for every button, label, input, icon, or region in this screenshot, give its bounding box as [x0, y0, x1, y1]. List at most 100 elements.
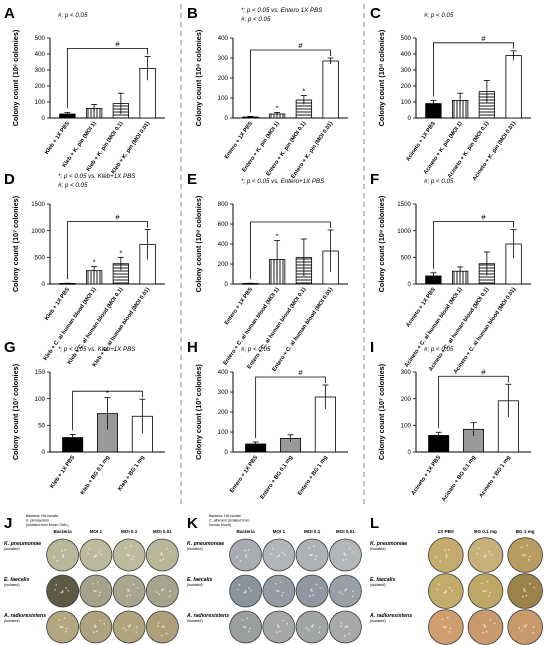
colony	[271, 547, 274, 550]
significance-mark: *	[276, 232, 279, 241]
colony	[308, 546, 310, 549]
plate-column-header: MOI 1	[90, 529, 103, 534]
plate-row-sublabel: (isolated)	[4, 619, 20, 623]
y-tick-label: 400	[218, 241, 229, 248]
colony	[483, 623, 486, 626]
colony	[308, 629, 310, 632]
colony	[486, 580, 489, 583]
colony	[91, 582, 94, 585]
colony	[441, 618, 444, 621]
category-label: Kleb + C. al human blood (MOI 0.01)	[92, 287, 152, 369]
y-tick-label: 200	[401, 396, 412, 403]
significance-mark: *	[106, 389, 109, 398]
y-tick-label: 500	[401, 35, 412, 42]
colony	[99, 619, 102, 622]
y-tick-label: 500	[35, 255, 46, 262]
colony	[523, 589, 525, 592]
y-tick-label: 200	[218, 261, 229, 268]
colony	[274, 582, 277, 585]
panel-letter: A	[4, 5, 15, 22]
plate-column-header: MOI 0.1	[304, 529, 321, 534]
significance-bracket	[249, 49, 332, 113]
plate-row-label: K. pneumoniae	[4, 541, 41, 547]
colony	[238, 583, 241, 586]
category-label: Entero + 1X PBS	[224, 286, 254, 326]
colony	[283, 553, 286, 556]
colony	[88, 547, 91, 550]
panel-letter: C	[370, 5, 381, 22]
annotation: *; p < 0.05 vs. Kleb+1X PBS	[58, 346, 136, 353]
colony	[312, 594, 315, 597]
colony	[132, 555, 135, 558]
annotation: *; p < 0.05 vs. Entero+1X PBS	[241, 178, 325, 185]
panel-letter: F	[370, 171, 379, 188]
colony	[482, 589, 484, 592]
colony	[54, 588, 56, 591]
colony	[489, 619, 492, 621]
colony	[67, 589, 70, 592]
colony	[130, 545, 132, 548]
y-tick-label: 300	[218, 55, 229, 62]
colony	[93, 625, 96, 628]
plate-column-header: BG 0.1 mg	[474, 529, 497, 534]
category-label: Entero + 1X PBS	[224, 120, 254, 160]
plate-row-label: E. faecalis	[370, 577, 395, 583]
plate-column-header: BG 1 mg	[516, 529, 535, 534]
chart-b: B *; p < 0.05 vs. Entero 1X PBS #; p < 0.0…	[187, 5, 348, 180]
colony	[135, 631, 138, 634]
plate-row-sublabel: (isolated)	[370, 583, 386, 587]
significance-mark: #	[115, 39, 120, 48]
y-tick-label: 100	[35, 99, 46, 106]
colony	[319, 626, 321, 629]
y-tick-label: 600	[218, 221, 229, 228]
colony	[60, 591, 63, 594]
colony	[244, 549, 247, 552]
colony	[169, 550, 172, 553]
panel-letter: D	[4, 171, 15, 188]
y-tick-label: 100	[401, 99, 412, 106]
chart-h: H #; p < 0.05 0 100 200 300 400 Colony count (1…	[187, 339, 348, 501]
colony	[309, 553, 311, 556]
colony	[319, 586, 322, 589]
colony	[493, 622, 496, 625]
colony	[343, 552, 346, 554]
category-label: Entero + C. al human blood (MOI 0.01)	[271, 287, 334, 373]
plate-column-header: Bacteria	[54, 529, 73, 534]
y-tick-label: 0	[408, 449, 412, 456]
category-label: Acineto + 1X PBS	[411, 454, 443, 496]
colony	[450, 589, 453, 592]
y-tick-label: 300	[35, 67, 46, 74]
colony	[282, 591, 285, 594]
significance-mark: *	[93, 257, 96, 266]
category-label: Kleb + 1X PBS	[44, 120, 71, 155]
y-axis-label: Colony count (10⁷ colonies)	[11, 363, 20, 460]
category-label: Acineto + 1X PBS	[405, 286, 437, 328]
colony	[528, 555, 531, 558]
colony	[483, 625, 486, 628]
colony	[482, 631, 485, 634]
y-tick-label: 200	[35, 83, 46, 90]
panel-letter: J	[4, 515, 12, 532]
significance-mark: #	[115, 213, 120, 222]
colony	[169, 590, 172, 593]
y-tick-label: 300	[401, 369, 412, 376]
colony	[528, 583, 531, 585]
colony	[248, 630, 250, 633]
colony	[305, 627, 308, 630]
y-tick-label: 0	[42, 115, 46, 122]
colony	[62, 556, 65, 559]
annotation: #; p < 0.05	[58, 12, 88, 19]
colony	[243, 591, 246, 594]
colony	[96, 630, 98, 633]
corner-note: human blood)	[209, 523, 231, 527]
bar	[505, 55, 522, 119]
y-tick-label: 1500	[397, 201, 411, 208]
y-axis-label: Colony count (10⁷ colonies)	[377, 363, 386, 460]
colony	[276, 624, 279, 626]
plate-row-label: E. faecalis	[4, 577, 29, 583]
colony	[125, 629, 127, 632]
colony	[340, 625, 342, 628]
colony	[162, 558, 165, 561]
colony	[59, 625, 62, 628]
colony	[343, 635, 346, 637]
